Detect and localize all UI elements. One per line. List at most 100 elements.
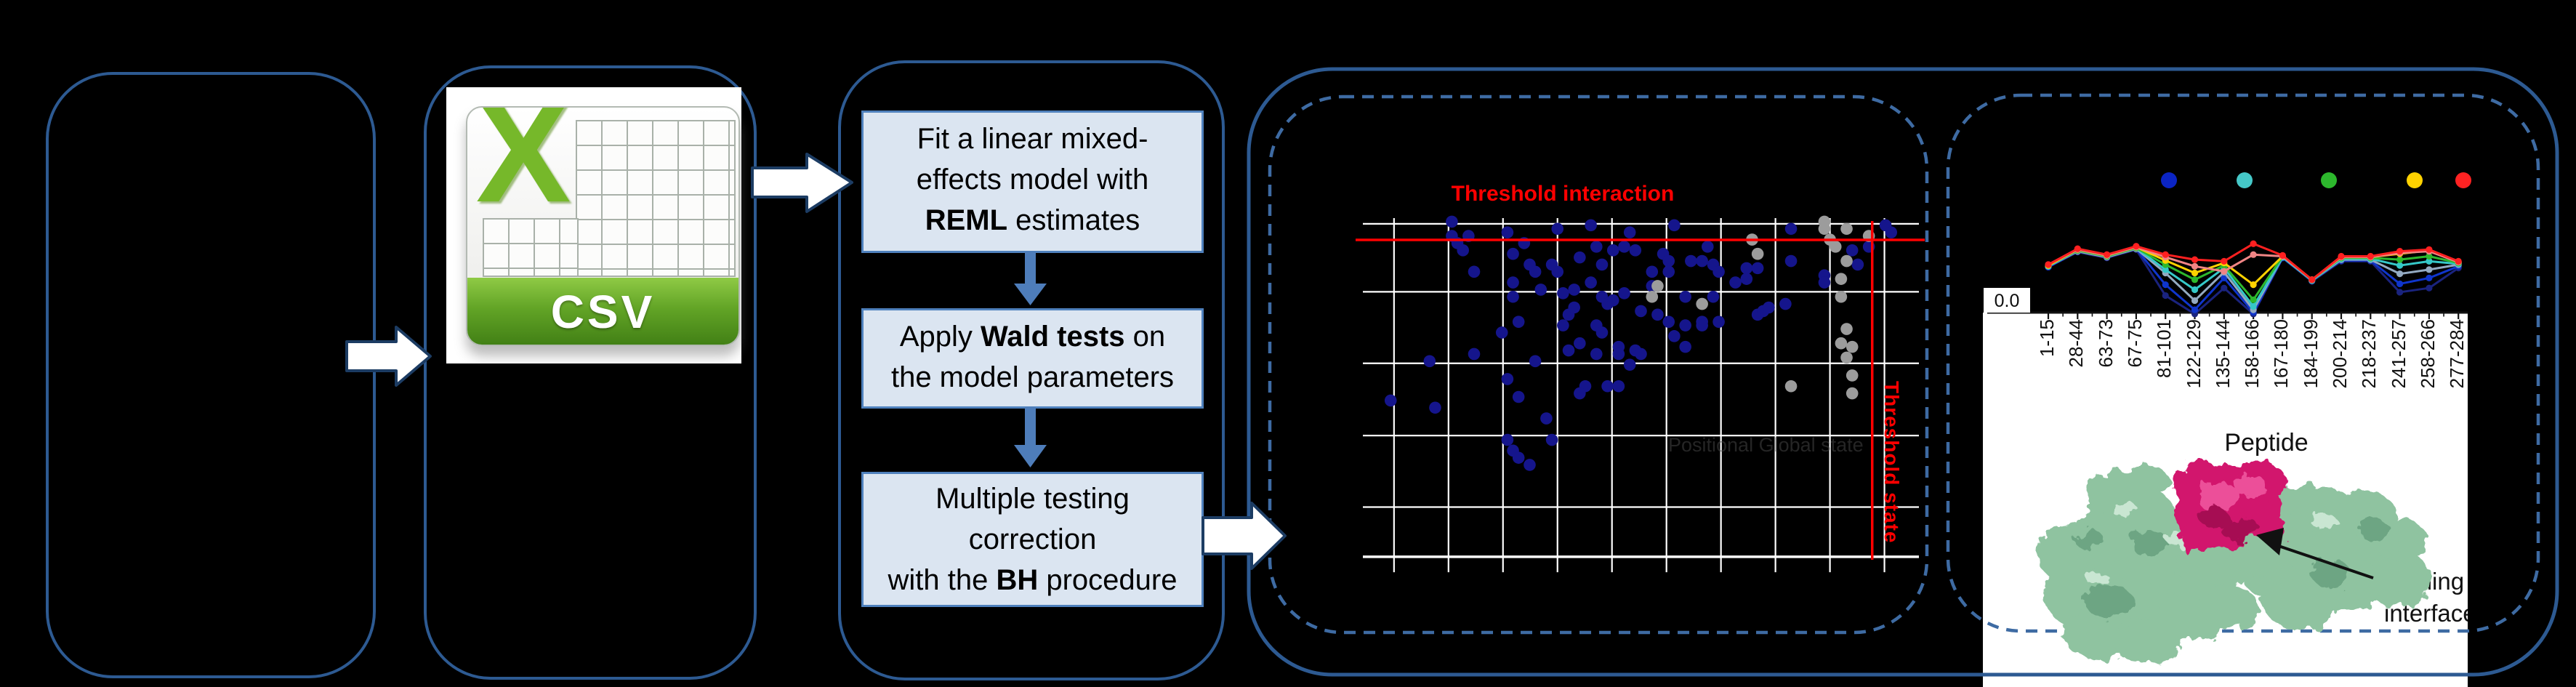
- uptake-marker: [2396, 289, 2404, 296]
- scatter-point-significant: [1712, 265, 1725, 278]
- uptake-marker: [2396, 280, 2404, 288]
- uptake-marker: [2250, 251, 2257, 258]
- scatter-point-significant: [1685, 254, 1697, 268]
- scatter-point-significant: [1551, 265, 1564, 278]
- scatter-point-significant: [1679, 290, 1691, 303]
- scatter-point-significant: [1507, 276, 1519, 289]
- uptake-marker: [2074, 246, 2081, 253]
- scatter-point-significant: [1585, 276, 1597, 289]
- uptake-marker: [2426, 252, 2433, 260]
- scatter-point-significant: [1507, 290, 1519, 303]
- scatter-point-nonsignificant: [1846, 369, 1859, 382]
- uptake-marker: [2074, 246, 2081, 254]
- panel-threshold-plot-dashed: [1268, 95, 1929, 635]
- scatter-point-significant: [1568, 301, 1580, 314]
- deuterium-uptake-chart: [1987, 172, 2471, 319]
- peptide-label: 158-166: [2241, 319, 2263, 389]
- uptake-marker: [2191, 256, 2199, 263]
- uptake-marker: [2045, 261, 2052, 268]
- scatter-point-nonsignificant: [1696, 297, 1708, 310]
- scatter-point-significant: [1646, 265, 1659, 278]
- peptide-label: 184-199: [2299, 319, 2322, 389]
- scatter-point-significant: [1595, 258, 1609, 271]
- scatter-point-nonsignificant: [1862, 230, 1875, 242]
- uptake-marker: [2367, 254, 2374, 262]
- uptake-marker: [2455, 265, 2462, 272]
- scatter-point-significant: [1712, 316, 1725, 328]
- scatter-point-significant: [1524, 459, 1536, 471]
- scatter-point-significant: [1629, 344, 1642, 357]
- uptake-marker: [2133, 244, 2140, 251]
- scatter-point-significant: [1612, 347, 1625, 361]
- uptake-marker: [2104, 254, 2111, 262]
- scatter-point-significant: [1601, 297, 1614, 310]
- scatter-point-significant: [1879, 219, 1892, 232]
- csv-file-icon: X CSV: [466, 106, 740, 346]
- uptake-marker: [2338, 254, 2345, 262]
- uptake-marker: [2221, 268, 2228, 275]
- csv-label: CSV: [550, 286, 656, 338]
- scatter-point-significant: [1757, 305, 1770, 318]
- uptake-marker: [2074, 248, 2081, 255]
- scatter-point-significant: [1606, 244, 1619, 257]
- scatter-point-significant: [1618, 287, 1630, 300]
- scatter-plot-title: Threshold interaction: [1451, 182, 1675, 206]
- panel-statistics: [838, 60, 1225, 680]
- scatter-point-nonsignificant: [1840, 254, 1853, 268]
- uptake-marker: [2455, 260, 2462, 268]
- uptake-marker: [2221, 265, 2228, 272]
- scatter-point-significant: [1751, 262, 1764, 275]
- scatter-faint-axis-label: Positional Global state: [1668, 434, 1864, 456]
- uptake-marker: [2455, 258, 2462, 266]
- uptake-marker: [2250, 296, 2257, 303]
- scatter-point-significant: [1545, 258, 1558, 271]
- scatter-point-significant: [1612, 379, 1625, 393]
- threshold-state-label: Threshold state: [1880, 381, 1903, 544]
- scatter-point-significant: [1540, 412, 1553, 425]
- scatter-point-significant: [1585, 219, 1597, 232]
- scatter-point-significant: [1679, 340, 1691, 353]
- step-wald-tests-box: Apply Wald tests on the model parameters: [861, 308, 1204, 409]
- scatter-point-significant: [1562, 344, 1575, 357]
- uptake-marker: [2133, 245, 2140, 252]
- scatter-point-nonsignificant: [1651, 280, 1664, 292]
- scatter-point-significant: [1429, 401, 1441, 414]
- uptake-marker: [2250, 240, 2257, 247]
- scatter-point-significant: [1457, 244, 1469, 257]
- scatter-point-nonsignificant: [1829, 241, 1842, 253]
- scatter-point-significant: [1623, 358, 1636, 371]
- uptake-marker: [2074, 246, 2081, 253]
- peptide-label: 28-44: [2065, 319, 2088, 368]
- uptake-marker: [2104, 252, 2111, 259]
- uptake-marker: [2279, 252, 2286, 260]
- scatter-point-significant: [1507, 444, 1519, 457]
- uptake-marker: [2396, 248, 2404, 255]
- binding-interface-label: Binding interface: [2384, 568, 2468, 627]
- uptake-marker: [2074, 248, 2081, 255]
- scatter-point-significant: [1501, 226, 1514, 238]
- uptake-marker: [2279, 252, 2286, 259]
- uptake-marker: [2104, 252, 2111, 260]
- scatter-point-nonsignificant: [1818, 215, 1831, 228]
- scatter-point-significant: [1534, 284, 1547, 296]
- scatter-point-significant: [1662, 254, 1675, 268]
- scatter-point-significant: [1545, 433, 1558, 446]
- uptake-marker: [2426, 246, 2433, 254]
- scatter-point-significant: [1707, 258, 1720, 271]
- uptake-marker: [2045, 261, 2052, 268]
- scatter-point-significant: [1763, 301, 1775, 314]
- scatter-point-significant: [1551, 222, 1564, 236]
- uptake-marker: [2133, 244, 2140, 251]
- scatter-point-nonsignificant: [1846, 340, 1859, 353]
- uptake-marker: [2396, 249, 2404, 257]
- scatter-point-significant: [1606, 294, 1619, 307]
- uptake-marker: [2338, 255, 2345, 262]
- step-bh-correction-box: Multiple testing correction with the BH pr…: [861, 472, 1204, 607]
- uptake-series-salmon: [2048, 246, 2459, 281]
- uptake-marker: [2133, 243, 2140, 250]
- scatter-point-significant: [1818, 276, 1831, 289]
- uptake-series-blue: [2048, 247, 2459, 314]
- scatter-point-nonsignificant: [1846, 387, 1859, 400]
- uptake-marker: [2191, 276, 2199, 284]
